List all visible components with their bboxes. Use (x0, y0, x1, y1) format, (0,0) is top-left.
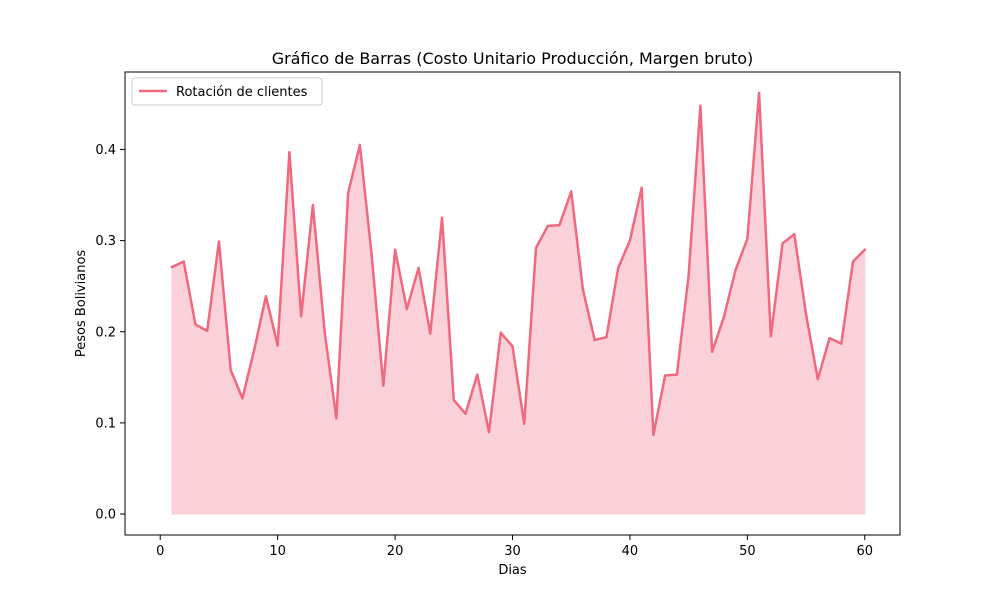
data-point (264, 295, 268, 298)
data-point (628, 239, 632, 242)
data-point (452, 398, 455, 402)
data-point (534, 246, 538, 250)
data-point (299, 315, 303, 318)
x-tick-label: 50 (739, 544, 756, 559)
x-tick-label: 0 (156, 544, 164, 559)
data-point (217, 240, 221, 243)
data-point (652, 433, 655, 436)
y-tick-label: 0.4 (95, 143, 116, 158)
data-point (781, 242, 784, 245)
x-tick-label: 10 (269, 544, 286, 559)
data-point (476, 373, 479, 376)
data-point (429, 332, 432, 335)
data-point (335, 417, 338, 420)
plot-area (170, 91, 867, 515)
data-point (370, 253, 373, 256)
series-line (170, 91, 867, 436)
y-tick-label: 0.0 (95, 508, 116, 523)
data-point (440, 216, 444, 220)
data-point (640, 186, 643, 189)
data-point (828, 336, 831, 340)
data-point (793, 233, 796, 236)
data-point (746, 237, 749, 240)
y-tick-label: 0.2 (95, 325, 116, 340)
data-point (546, 224, 549, 228)
data-point (464, 412, 467, 415)
chart-title: Gráfico de Barras (Costo Unitario Produc… (272, 49, 754, 68)
y-axis-label: Pesos Bolivianos (74, 250, 89, 358)
data-point (229, 368, 232, 372)
data-point (417, 266, 420, 270)
data-point (358, 143, 362, 147)
data-point (816, 377, 819, 381)
data-point (804, 313, 808, 316)
y-tick-label: 0.3 (95, 234, 116, 249)
data-point (323, 330, 326, 333)
data-point (593, 338, 596, 342)
data-point (734, 268, 737, 271)
data-point (581, 288, 585, 292)
data-point (523, 422, 526, 426)
data-point (252, 348, 256, 352)
data-point (499, 331, 502, 334)
data-point (757, 91, 761, 95)
legend: Rotación de clientes (131, 77, 323, 106)
axis-ticks: 0 10 20 30 40 50 60 0.0 0.1 0.2 0.3 0.4 (95, 143, 873, 559)
data-point (511, 345, 514, 348)
x-tick-label: 60 (856, 544, 873, 559)
x-tick-label: 40 (622, 544, 639, 559)
data-point (276, 344, 279, 347)
data-point (182, 260, 185, 263)
data-point (206, 329, 209, 333)
data-point (851, 260, 855, 263)
data-point (382, 384, 385, 387)
legend-box (131, 77, 323, 106)
x-tick-label: 30 (504, 544, 521, 559)
data-point (288, 151, 291, 154)
data-point (393, 248, 397, 251)
data-point (710, 350, 714, 354)
data-point (687, 274, 690, 277)
data-point (405, 307, 409, 311)
data-point (570, 190, 573, 193)
data-point (241, 397, 244, 400)
data-point (194, 323, 197, 326)
data-point (346, 192, 350, 195)
x-axis-label: Dias (498, 563, 527, 578)
data-point (663, 374, 667, 377)
y-tick-label: 0.1 (95, 416, 116, 431)
data-point (769, 335, 773, 338)
x-tick-label: 20 (387, 544, 404, 559)
data-point (605, 336, 608, 339)
data-point (170, 265, 174, 269)
data-point (722, 315, 726, 319)
data-point (558, 223, 561, 227)
data-point (863, 248, 866, 251)
legend-label: Rotación de clientes (176, 85, 308, 100)
data-point (616, 266, 620, 270)
data-point (699, 104, 702, 107)
series-area-fill (171, 92, 866, 515)
data-point (487, 430, 491, 434)
data-point (675, 373, 679, 376)
data-point (311, 203, 315, 207)
data-point (840, 342, 843, 345)
